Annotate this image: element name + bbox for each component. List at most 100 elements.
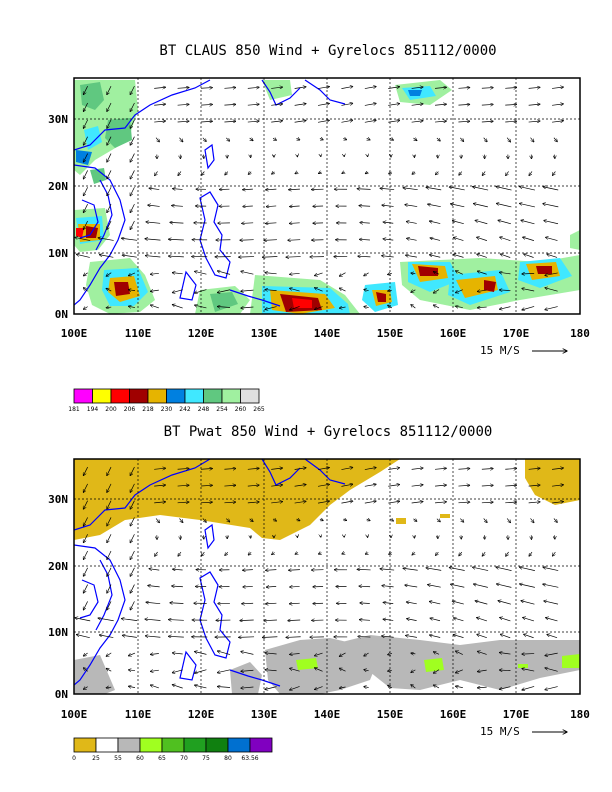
wind-vector [429, 635, 441, 638]
wind-vector [317, 103, 329, 106]
wind-vector [453, 254, 464, 258]
x-tick: 130E [251, 708, 278, 721]
wind-vector [506, 171, 509, 175]
wind-vector [481, 88, 493, 89]
wind-vector [342, 553, 345, 554]
x-tick: 100E [61, 327, 88, 340]
wind-vector [194, 685, 207, 689]
wind-vector [289, 603, 300, 604]
wind-vector [519, 203, 535, 208]
wind-vector [317, 87, 329, 89]
wind-vector [314, 288, 323, 292]
y-tick: 0N [55, 308, 68, 321]
wind-vector [76, 254, 90, 258]
wind-vector [194, 669, 207, 674]
colorbar-swatch [73, 737, 97, 753]
wind-vector [460, 137, 463, 142]
wind-vector [130, 567, 135, 577]
wind-vector [226, 518, 229, 522]
wind-vector [341, 103, 352, 106]
wind-vector [289, 686, 300, 690]
wind-vector [505, 502, 516, 503]
wind-vector [148, 585, 160, 586]
wind-vector [314, 668, 323, 672]
wind-vector [172, 206, 183, 207]
wind-vector [194, 305, 207, 309]
wind-vector [106, 687, 112, 688]
wind-vector [168, 620, 184, 621]
wind-vector [121, 238, 138, 241]
wind-vector [552, 104, 563, 105]
wind-vector [83, 668, 88, 672]
wind-vector [130, 220, 135, 230]
wind-vector [364, 484, 376, 487]
wind-vector [150, 273, 159, 274]
wind-vector [435, 172, 438, 175]
wind-vector [242, 189, 253, 190]
wind-vector [383, 602, 394, 603]
colorbar-label: 200 [105, 406, 117, 413]
wind-vector [296, 519, 299, 521]
wind-vector [247, 468, 259, 469]
wind-vector [364, 289, 369, 290]
wind-vector [172, 289, 183, 293]
wind-vector [389, 172, 392, 174]
wind-vector [449, 567, 465, 571]
wind-vector [357, 189, 371, 190]
wind-vector [522, 669, 535, 672]
wind-vector [177, 87, 189, 88]
wind-vector [241, 651, 254, 655]
wind-vector [477, 271, 487, 275]
wind-vector [239, 637, 255, 638]
wind-vector [522, 288, 535, 292]
panel-bottom-map [74, 459, 580, 694]
wind-vector [499, 670, 511, 671]
wind-vector [496, 567, 512, 571]
wind-vector [433, 305, 440, 309]
wind-vector [405, 205, 418, 207]
wind-vector [433, 652, 440, 655]
wind-vector [172, 586, 183, 587]
colorbar-swatch [129, 388, 149, 404]
wind-vector [452, 601, 464, 605]
wind-vector [359, 586, 371, 587]
reference-vector-top: 15 M/S [480, 344, 567, 357]
wind-vector [545, 652, 558, 656]
wind-vector [498, 601, 511, 605]
wind-vector [436, 518, 440, 522]
wind-vector [544, 220, 559, 225]
wind-vector [224, 468, 235, 469]
wind-vector [545, 618, 558, 622]
wind-vector [519, 567, 535, 571]
wind-vector [150, 290, 159, 291]
wind-vector [482, 551, 486, 556]
wind-vector [388, 685, 393, 688]
colorbar-swatch [183, 737, 207, 753]
wind-vector [458, 485, 469, 486]
wind-vector [154, 121, 165, 122]
panel-bottom-title: BT Pwat 850 Wind + Gyrelocs 851112/0000 [164, 424, 493, 440]
wind-vector [294, 501, 306, 503]
wind-vector [477, 254, 487, 258]
wind-vector [168, 239, 184, 240]
colorbar-swatch [203, 388, 223, 404]
wind-vector [265, 189, 277, 190]
wind-vector [388, 653, 392, 654]
wind-vector [380, 569, 395, 570]
wind-vector [499, 686, 511, 690]
wind-vector [436, 137, 440, 141]
panel-bottom-x-ticks: 100E 110E 120E 130E 140E 150E 160E 170E … [61, 708, 590, 721]
wind-vector [341, 501, 352, 504]
wind-vector [178, 551, 182, 556]
wind-vector [271, 121, 282, 122]
wind-vector [271, 87, 282, 88]
wind-vector [481, 104, 493, 105]
wind-vector [107, 220, 112, 230]
wind-vector [383, 619, 394, 620]
wind-vector [406, 602, 417, 605]
colorbar-label: 206 [124, 406, 136, 413]
wind-vector [145, 636, 161, 637]
y-tick: 30N [48, 493, 68, 506]
wind-vector [288, 620, 301, 621]
wind-vector [217, 686, 231, 687]
